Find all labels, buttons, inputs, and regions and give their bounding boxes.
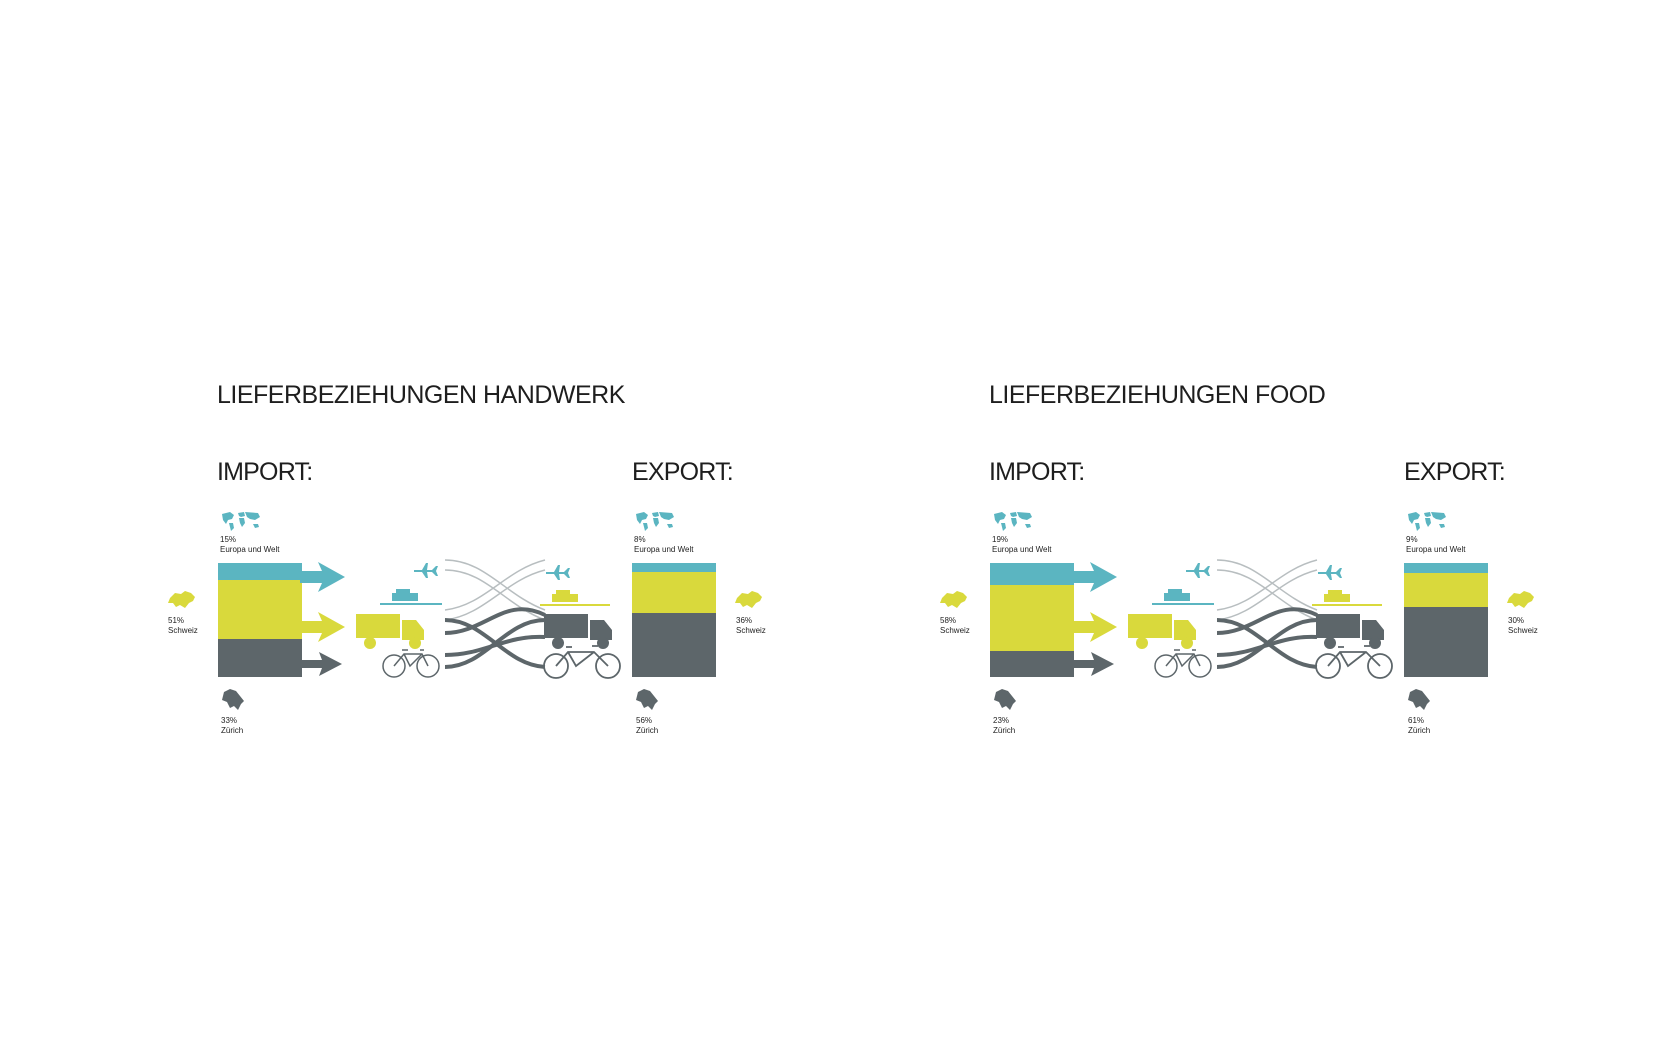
panel-title: LIEFERBEZIEHUNGEN FOOD (989, 381, 1326, 409)
import-bar-segment-zuerich (218, 638, 302, 677)
zurich-map-icon (994, 689, 1016, 710)
panel-title: LIEFERBEZIEHUNGEN HANDWERK (217, 381, 625, 409)
cargo-ship-icon (540, 590, 610, 606)
export-bar-segment-zuerich (1404, 607, 1488, 677)
import-heading: IMPORT: (217, 458, 313, 486)
export-bar-segment-welt (1404, 563, 1488, 574)
cargo-ship-icon (1152, 589, 1214, 605)
import-bar-segment-zuerich (990, 650, 1074, 677)
bicycle-icon (382, 649, 440, 678)
vehicles-right (1312, 565, 1393, 679)
truck-icon (1316, 614, 1384, 649)
zurich-map-icon (636, 689, 658, 710)
import-schweiz-label: 58% Schweiz (940, 616, 970, 635)
export-zuerich-label: 56% Zürich (636, 716, 659, 735)
import-zuerich-label: 23% Zürich (993, 716, 1016, 735)
export-welt-label: 9% Europa und Welt (1406, 535, 1466, 554)
truck-icon (1128, 614, 1196, 649)
world-map-icon (222, 512, 260, 531)
export-heading: EXPORT: (1404, 458, 1506, 486)
export-welt-label: 8% Europa und Welt (634, 535, 694, 554)
import-bar-segment-welt (218, 563, 302, 581)
export-heading: EXPORT: (632, 458, 734, 486)
switzerland-map-icon (1507, 591, 1534, 608)
airplane-icon (1318, 565, 1342, 580)
truck-icon (544, 614, 612, 649)
truck-icon (356, 614, 424, 649)
export-schweiz-label: 36% Schweiz (736, 616, 766, 635)
vehicles-left (1128, 563, 1214, 678)
panel-food: LIEFERBEZIEHUNGEN FOOD IMPORT: EXPORT: 1… (772, 0, 1612, 1050)
export-stacked-bar (1404, 563, 1488, 677)
import-stacked-bar (990, 563, 1074, 677)
switzerland-map-icon (168, 591, 195, 608)
cargo-ship-icon (380, 589, 442, 605)
world-map-icon (636, 512, 674, 531)
airplane-icon (1186, 563, 1210, 578)
import-schweiz-label: 51% Schweiz (168, 616, 198, 635)
airplane-icon (414, 563, 438, 578)
switzerland-map-icon (940, 591, 967, 608)
bicycle-icon (1154, 649, 1212, 678)
world-map-icon (1408, 512, 1446, 531)
vehicles-left (356, 563, 442, 678)
bicycle-icon (1315, 645, 1393, 679)
zurich-map-icon (1408, 689, 1430, 710)
import-stacked-bar (218, 563, 302, 677)
import-flow-arrows (300, 562, 345, 676)
zurich-map-icon (222, 689, 244, 710)
import-welt-label: 15% Europa und Welt (220, 535, 280, 554)
world-map-icon (994, 512, 1032, 531)
switzerland-map-icon (735, 591, 762, 608)
import-flow-arrows (1072, 562, 1117, 676)
export-bar-segment-zuerich (632, 613, 716, 677)
bicycle-icon (543, 645, 621, 679)
import-heading: IMPORT: (989, 458, 1085, 486)
import-bar-segment-schweiz (218, 580, 302, 639)
cargo-ship-icon (1312, 590, 1382, 606)
import-zuerich-label: 33% Zürich (221, 716, 244, 735)
import-bar-segment-schweiz (990, 584, 1074, 651)
export-zuerich-label: 61% Zürich (1408, 716, 1431, 735)
distribution-network (1216, 559, 1318, 669)
export-bar-segment-schweiz (1404, 573, 1488, 608)
distribution-network (444, 559, 546, 669)
airplane-icon (546, 565, 570, 580)
export-stacked-bar (632, 563, 716, 677)
export-bar-segment-welt (632, 563, 716, 573)
export-schweiz-label: 30% Schweiz (1508, 616, 1538, 635)
import-welt-label: 19% Europa und Welt (992, 535, 1052, 554)
vehicles-right (540, 565, 621, 679)
import-bar-segment-welt (990, 563, 1074, 585)
export-bar-segment-schweiz (632, 572, 716, 614)
panel-handwerk: LIEFERBEZIEHUNGEN HANDWERK IMPORT: EXPOR… (168, 381, 766, 735)
